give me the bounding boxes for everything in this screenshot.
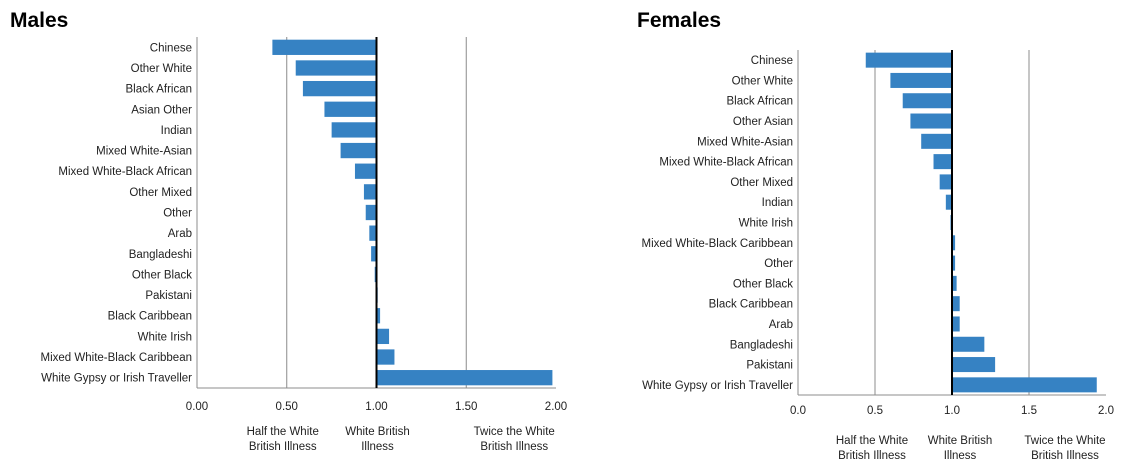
males-bar (369, 225, 377, 241)
females-bar-chart: Chinese Other White Black African Other Asi… (642, 50, 1114, 459)
females-tick-label: 0.5 (867, 405, 883, 417)
males-category-label: Black African (126, 84, 192, 96)
females-bar (952, 377, 1097, 393)
females-bar (902, 93, 952, 109)
females-category-label: Indian (762, 197, 793, 209)
males-bar (331, 122, 377, 138)
males-bar (295, 60, 377, 76)
males-tick-label: 0.50 (276, 401, 298, 413)
females-category-label: Other White (732, 75, 793, 87)
females-category-label: White Gypsy or Irish Traveller (642, 380, 793, 392)
females-category-label: Mixed White-Black Caribbean (642, 238, 793, 250)
males-bar (272, 39, 377, 55)
females-bar (945, 194, 952, 210)
males-tick-label: 1.50 (455, 401, 477, 413)
females-bar (933, 154, 952, 170)
males-category-label: Other (163, 208, 192, 220)
females-bar (952, 275, 957, 291)
females-tick-label: 1.5 (1021, 405, 1037, 417)
females-category-label: Mixed White-Asian (697, 136, 793, 148)
females-bar (939, 174, 952, 190)
males-tick-label: 1.00 (365, 401, 387, 413)
females-tick-label: 1.0 (944, 405, 960, 417)
females-category-label: Other Asian (733, 116, 793, 128)
males-annotation-text: Half the White (247, 426, 319, 438)
females-category-label: Bangladeshi (730, 339, 793, 351)
males-category-label: Other Mixed (129, 187, 192, 199)
males-category-label: Mixed White-Black African (58, 166, 192, 178)
males-category-label: Pakistani (145, 290, 192, 302)
males-bar (365, 204, 377, 221)
females-bar (952, 255, 956, 271)
females-category-label: Arab (769, 319, 793, 331)
females-annotation-text: British Illness (1031, 450, 1099, 459)
males-tick-label: 2.00 (545, 401, 567, 413)
females-category-label: Other Mixed (730, 177, 793, 189)
females-tick-label: 0.0 (790, 405, 806, 417)
females-category-label: Black African (727, 96, 793, 108)
females-bar (952, 316, 960, 332)
males-bar-chart: Chinese Other White Black African Asian Oth… (41, 37, 567, 453)
males-annotation-text: British Illness (249, 441, 317, 453)
males-bar (371, 246, 377, 262)
females-category-label: Other (764, 258, 793, 270)
females-bar (910, 113, 952, 129)
males-bar (354, 163, 377, 179)
males-category-label: Mixed White-Black Caribbean (41, 352, 192, 364)
females-annotation-text: Twice the White (1024, 435, 1105, 447)
males-annotation-text: Twice the White (474, 426, 555, 438)
females-bar (890, 72, 952, 88)
males-bar (376, 328, 390, 345)
females-category-label: Black Caribbean (709, 299, 793, 311)
males-category-label: Asian Other (131, 104, 192, 116)
females-bar (952, 336, 985, 352)
females-category-label: Mixed White-Black African (659, 157, 793, 169)
males-category-label: White Irish (138, 331, 192, 343)
females-tick-label: 2.0 (1098, 405, 1114, 417)
males-chart-title: Males (10, 9, 69, 32)
males-category-label: Arab (168, 228, 192, 240)
females-chart-panel: Females Chinese Other White Black African O… (565, 0, 1131, 459)
males-category-label: Bangladeshi (129, 249, 192, 261)
females-bar (921, 133, 952, 149)
males-bar (363, 184, 377, 200)
females-bar (865, 52, 952, 68)
males-category-label: Other Black (132, 269, 192, 281)
males-bar (324, 101, 377, 117)
females-annotation-text: White British (928, 435, 993, 447)
males-category-label: White Gypsy or Irish Traveller (41, 373, 192, 385)
females-category-label: Pakistani (746, 360, 793, 372)
males-bar (340, 142, 377, 159)
males-chart-panel: Males Chinese Other White Black African Asi… (0, 0, 567, 459)
males-bar (376, 349, 395, 365)
males-annotation-text: White British (345, 426, 410, 438)
males-bar (376, 308, 381, 324)
females-chart-title: Females (637, 9, 722, 32)
males-annotation-text: Illness (361, 441, 394, 453)
females-category-label: Chinese (751, 55, 793, 67)
males-category-label: Indian (161, 125, 192, 137)
males-category-label: Other White (131, 63, 192, 75)
males-category-label: Black Caribbean (108, 311, 192, 323)
females-category-label: White Irish (739, 218, 793, 230)
males-tick-label: 0.00 (186, 401, 208, 413)
females-bar (952, 357, 996, 373)
males-category-label: Chinese (150, 42, 192, 54)
males-bar (302, 80, 377, 97)
males-bar (376, 370, 553, 386)
females-annotation-text: Half the White (836, 435, 908, 447)
males-category-label: Mixed White-Asian (96, 146, 192, 158)
females-bar (952, 296, 960, 312)
females-bar (952, 235, 956, 251)
males-annotation-text: British Illness (480, 441, 548, 453)
females-annotation-text: British Illness (838, 450, 906, 459)
females-annotation-text: Illness (944, 450, 977, 459)
females-category-label: Other Black (733, 278, 793, 290)
